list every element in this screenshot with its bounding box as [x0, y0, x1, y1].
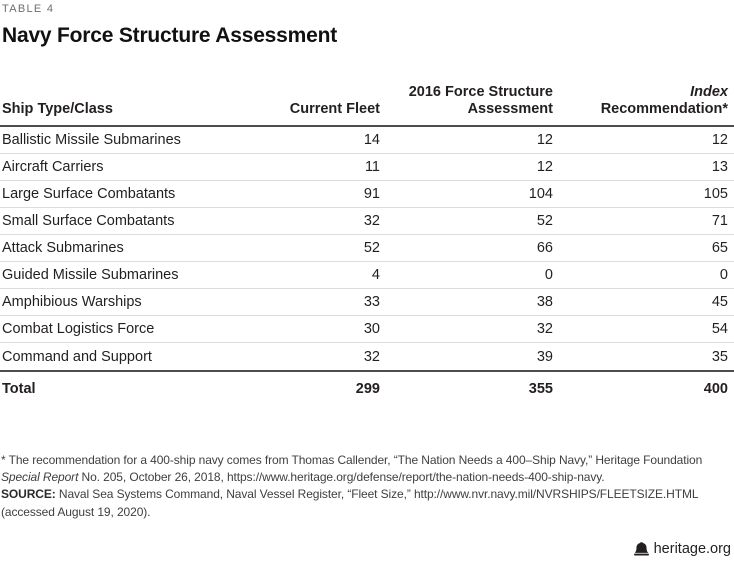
table-body: Ballistic Missile Submarines 14 12 12 Aircra…	[0, 127, 734, 372]
table-row: Command and Support 32 39 35	[0, 343, 734, 370]
heritage-brand: heritage.org	[633, 541, 731, 557]
total-current-fleet: 299	[355, 381, 380, 397]
force-structure-table: Ship Type/Class Current Fleet 2016 Force…	[0, 84, 734, 406]
row-index-recommendation: 0	[719, 267, 728, 283]
row-index-recommendation: 65	[711, 240, 728, 256]
liberty-bell-icon	[633, 542, 649, 556]
row-index-recommendation: 35	[711, 348, 728, 365]
footnote-text: No. 205, October 26, 2018, https://www.h…	[78, 470, 605, 485]
row-current-fleet: 30	[363, 321, 380, 337]
row-current-fleet: 4	[371, 267, 380, 283]
row-current-fleet: 32	[363, 348, 380, 365]
row-ship-type: Ballistic Missile Submarines	[2, 132, 181, 148]
page-title: Navy Force Structure Assessment	[2, 24, 337, 47]
row-current-fleet: 32	[363, 213, 380, 229]
table-header-row: Ship Type/Class Current Fleet 2016 Force…	[0, 84, 734, 127]
row-2016-fsa: 12	[536, 159, 553, 175]
column-header-ship-type: Ship Type/Class	[2, 101, 280, 118]
table-row: Amphibious Warships 33 38 45	[0, 289, 734, 316]
column-header-label: Ship Type/Class	[2, 101, 113, 117]
table-row: Combat Logistics Force 30 32 54	[0, 316, 734, 343]
row-current-fleet: 11	[364, 159, 380, 175]
row-current-fleet: 33	[363, 294, 380, 310]
source-label: SOURCE:	[1, 487, 56, 502]
row-current-fleet: 91	[363, 186, 380, 202]
row-index-recommendation: 45	[711, 294, 728, 310]
table-row: Ballistic Missile Submarines 14 12 12	[0, 127, 734, 154]
table-row: Guided Missile Submarines 4 0 0	[0, 262, 734, 289]
row-2016-fsa: 12	[536, 132, 553, 148]
row-current-fleet: 14	[363, 132, 380, 148]
column-header-label-line2: Assessment	[467, 101, 553, 117]
brand-text: heritage.org	[653, 541, 731, 557]
row-index-recommendation: 71	[711, 213, 728, 229]
footnotes: * The recommendation for a 400-ship navy…	[1, 452, 734, 521]
table-row: Aircraft Carriers 11 12 13	[0, 154, 734, 181]
row-index-recommendation: 13	[711, 159, 728, 175]
footnote-source-line1: SOURCE: Naval Sea Systems Command, Naval…	[1, 486, 734, 503]
footnote-asterisk-line2: Special Report No. 205, October 26, 2018…	[1, 469, 734, 486]
table-total-row: Total 299 355 400	[0, 372, 734, 406]
row-ship-type: Aircraft Carriers	[2, 159, 104, 175]
row-2016-fsa: 52	[536, 213, 553, 229]
row-2016-fsa: 0	[544, 267, 553, 283]
row-index-recommendation: 54	[711, 321, 728, 337]
footnote-asterisk-line1: * The recommendation for a 400-ship navy…	[1, 452, 734, 469]
row-ship-type: Combat Logistics Force	[2, 321, 155, 337]
column-header-label-line2: Recommendation*	[600, 101, 728, 117]
column-header-2016-fsa: 2016 Force Structure Assessment	[380, 84, 553, 118]
row-2016-fsa: 32	[536, 321, 553, 337]
source-text: Naval Sea Systems Command, Naval Vessel …	[55, 487, 699, 502]
column-header-label-line1: 2016 Force Structure	[408, 84, 553, 100]
row-current-fleet: 52	[363, 240, 380, 256]
row-index-recommendation: 12	[711, 132, 728, 148]
row-2016-fsa: 104	[528, 186, 553, 202]
footnote-text: * The recommendation for a 400-ship navy…	[1, 453, 703, 467]
row-ship-type: Attack Submarines	[2, 240, 124, 256]
column-header-label-line1: Index	[690, 84, 728, 100]
row-ship-type: Guided Missile Submarines	[2, 267, 179, 283]
row-ship-type: Amphibious Warships	[2, 294, 142, 310]
table-row: Small Surface Combatants 32 52 71	[0, 208, 734, 235]
row-2016-fsa: 66	[536, 240, 553, 256]
column-header-current-fleet: Current Fleet	[280, 101, 380, 118]
table-row: Attack Submarines 52 66 65	[0, 235, 734, 262]
column-header-index-recommendation: Index Recommendation*	[553, 84, 728, 118]
row-index-recommendation: 105	[703, 186, 728, 202]
total-label: Total	[2, 381, 36, 397]
footnote-publication-name: Special Report	[1, 470, 79, 485]
total-index-recommendation: 400	[703, 381, 728, 397]
footnote-source-line2: (accessed August 19, 2020).	[1, 504, 734, 521]
row-ship-type: Small Surface Combatants	[2, 213, 175, 229]
total-2016-fsa: 355	[528, 381, 553, 397]
table-row: Large Surface Combatants 91 104 105	[0, 181, 734, 208]
table-number-label: TABLE 4	[2, 3, 55, 15]
column-header-label: Current Fleet	[289, 101, 380, 117]
row-2016-fsa: 38	[536, 294, 553, 310]
source-text: (accessed August 19, 2020).	[1, 504, 151, 519]
row-ship-type: Command and Support	[2, 348, 152, 365]
row-ship-type: Large Surface Combatants	[2, 186, 176, 202]
row-2016-fsa: 39	[536, 348, 553, 365]
